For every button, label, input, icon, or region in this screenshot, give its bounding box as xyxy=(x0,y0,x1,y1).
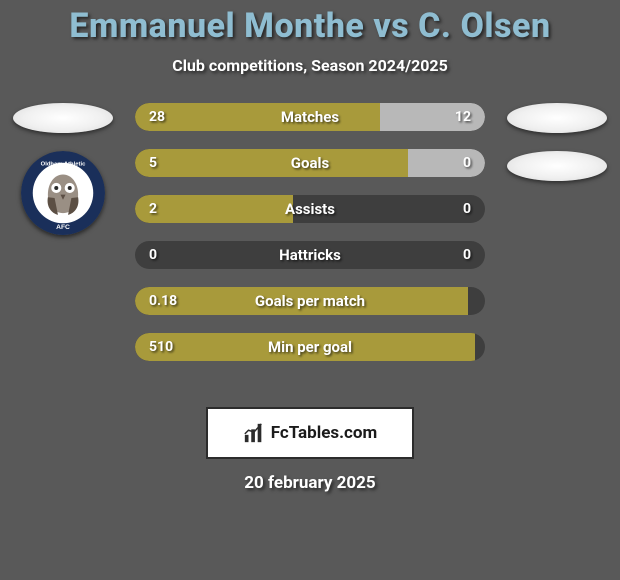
club-crest-icon: Oldham Athletic AFC xyxy=(21,151,105,235)
stat-label: Assists xyxy=(135,195,485,223)
stat-value-left: 0 xyxy=(149,241,157,269)
stat-value-right: 0 xyxy=(463,195,471,223)
stat-label: Min per goal xyxy=(135,333,485,361)
stat-value-left: 0.18 xyxy=(149,287,177,315)
source-badge: FcTables.com xyxy=(206,407,414,459)
stat-value-right: 0 xyxy=(463,149,471,177)
team-pill-right xyxy=(507,151,607,181)
svg-text:Oldham Athletic: Oldham Athletic xyxy=(41,161,86,167)
stat-bars: Matches2812Goals50Assists20Hattricks00Go… xyxy=(135,103,485,379)
comparison-card: Emmanuel Monthe vs C. Olsen Club competi… xyxy=(0,0,620,580)
team-pill-right xyxy=(507,103,607,133)
stat-row: Min per goal510 xyxy=(135,333,485,361)
svg-text:AFC: AFC xyxy=(56,224,70,231)
player-left-column: Oldham Athletic AFC xyxy=(8,103,118,235)
snapshot-date: 20 february 2025 xyxy=(0,473,620,493)
team-pill-left xyxy=(13,103,113,133)
stat-row: Hattricks0 0 xyxy=(135,241,485,269)
stat-value-left: 2 xyxy=(149,195,157,223)
stat-row: Assists2 0 xyxy=(135,195,485,223)
stat-row: Matches28 12 xyxy=(135,103,485,131)
stat-label: Goals per match xyxy=(135,287,485,315)
chart-icon xyxy=(243,422,265,444)
comparison-arena: Oldham Athletic AFC Matches2812Goals50As… xyxy=(0,103,620,393)
player-right-column xyxy=(502,103,612,199)
club-badge-left: Oldham Athletic AFC xyxy=(21,151,105,235)
stat-label: Hattricks xyxy=(135,241,485,269)
stat-value-left: 5 xyxy=(149,149,157,177)
stat-row: Goals per match0.18 xyxy=(135,287,485,315)
stat-row: Goals5 0 xyxy=(135,149,485,177)
stat-value-left: 28 xyxy=(149,103,165,131)
stat-value-left: 510 xyxy=(149,333,173,361)
source-label: FcTables.com xyxy=(271,423,377,443)
stat-label: Goals xyxy=(135,149,485,177)
page-title: Emmanuel Monthe vs C. Olsen xyxy=(0,6,620,46)
stat-value-right: 0 xyxy=(463,241,471,269)
stat-label: Matches xyxy=(135,103,485,131)
stat-value-right: 12 xyxy=(455,103,471,131)
subtitle: Club competitions, Season 2024/2025 xyxy=(0,56,620,75)
